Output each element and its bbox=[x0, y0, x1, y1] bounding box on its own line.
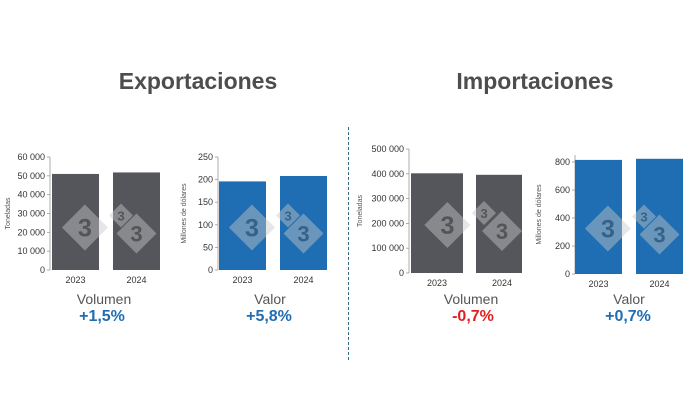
y-tick-label: 800 bbox=[555, 157, 570, 167]
chart-svg-0: 0 10 000 20 000 30 000 40 000 50 000 60 000 Ton… bbox=[5, 152, 160, 285]
svg-text:3: 3 bbox=[297, 222, 309, 247]
bar-2023 bbox=[411, 173, 463, 273]
importaciones-title: Importaciones bbox=[456, 68, 614, 94]
section-divider bbox=[348, 127, 349, 360]
svg-text:3: 3 bbox=[640, 209, 647, 224]
exportaciones-volumen-change: +1,5% bbox=[79, 308, 125, 325]
exportaciones-volumen-caption: Volumen bbox=[76, 291, 132, 307]
y-axis-label: Toneladas bbox=[5, 197, 12, 229]
importaciones-volumen-caption: Volumen bbox=[443, 291, 499, 307]
y-tick-label: 20 000 bbox=[17, 227, 45, 237]
y-axis-label: Millones de dólares bbox=[536, 184, 543, 245]
chart-svg-3: 0 200 400 600 800 Millones de dólares 2023 2024… bbox=[536, 155, 683, 289]
y-axis-label: Millones de dólares bbox=[181, 183, 188, 244]
category-label: 2024 bbox=[492, 278, 512, 288]
bar-2024 bbox=[113, 172, 160, 270]
y-tick-label: 10 000 bbox=[17, 246, 45, 256]
watermark-logo-2-1: 3 bbox=[472, 201, 496, 225]
svg-text:3: 3 bbox=[480, 206, 487, 221]
y-tick-label: 250 bbox=[198, 152, 213, 162]
y-tick-label: 0 bbox=[208, 265, 213, 275]
chart-svg-1: 0 50 100 150 200 250 Millones de dólares 2023 20… bbox=[181, 152, 327, 285]
svg-text:3: 3 bbox=[601, 216, 615, 244]
y-tick-label: 300 000 bbox=[371, 194, 404, 204]
bar-2023 bbox=[575, 159, 622, 274]
y-tick-label: 150 bbox=[198, 197, 213, 207]
y-tick-label: 40 000 bbox=[17, 190, 45, 200]
exportaciones-valor-caption: Valor bbox=[254, 291, 286, 307]
watermark-logo-1-1: 3 bbox=[276, 203, 300, 228]
y-tick-label: 200 000 bbox=[371, 218, 404, 228]
y-tick-label: 100 bbox=[198, 220, 213, 230]
svg-text:3: 3 bbox=[245, 215, 259, 243]
watermark-logo-2-2: 3 bbox=[482, 211, 522, 251]
watermark-logo-1-2: 3 bbox=[283, 213, 324, 254]
watermark-logo-3-0: 3 bbox=[584, 205, 631, 252]
importaciones-valor-caption: Valor bbox=[613, 291, 645, 307]
watermark-logo-0-0: 3 bbox=[61, 204, 108, 251]
svg-text:3: 3 bbox=[117, 208, 124, 223]
importaciones-volumen-change: -0,7% bbox=[452, 308, 494, 325]
category-label: 2023 bbox=[427, 278, 447, 288]
y-tick-label: 0 bbox=[565, 269, 570, 279]
watermark-logo-0-1: 3 bbox=[109, 203, 133, 228]
y-tick-label: 0 bbox=[40, 265, 45, 275]
exportaciones-valor-change: +5,8% bbox=[246, 308, 292, 325]
category-label: 2024 bbox=[649, 279, 669, 289]
y-tick-label: 60 000 bbox=[17, 152, 45, 162]
exportaciones-volumen-chart: 0 10 000 20 000 30 000 40 000 50 000 60 000 Ton… bbox=[0, 135, 165, 295]
bar-2023 bbox=[219, 181, 266, 270]
importaciones-volumen-chart: 0 100 000 200 000 300 000 400 000 500 000 Tone… bbox=[352, 135, 522, 295]
watermark-logo-0-2: 3 bbox=[116, 213, 157, 254]
y-tick-label: 50 000 bbox=[17, 171, 45, 181]
y-tick-label: 50 bbox=[203, 242, 213, 252]
watermark-logo-3-2: 3 bbox=[639, 214, 680, 255]
svg-text:3: 3 bbox=[653, 223, 665, 248]
watermark-logo-3-1: 3 bbox=[632, 204, 656, 229]
svg-text:3: 3 bbox=[78, 215, 92, 243]
bar-2024 bbox=[476, 174, 522, 273]
y-tick-label: 500 000 bbox=[371, 144, 404, 154]
category-label: 2023 bbox=[65, 275, 85, 285]
bar-2024 bbox=[280, 175, 327, 270]
bar-2023 bbox=[52, 173, 99, 270]
bar-2024 bbox=[636, 158, 683, 274]
exportaciones-valor-chart: 0 50 100 150 200 250 Millones de dólares 2023 20… bbox=[170, 135, 335, 295]
category-label: 2024 bbox=[126, 275, 146, 285]
y-tick-label: 200 bbox=[555, 241, 570, 251]
y-tick-label: 200 bbox=[198, 175, 213, 185]
y-tick-label: 400 000 bbox=[371, 169, 404, 179]
watermark-logo-2-0: 3 bbox=[424, 202, 471, 248]
chart-svg-2: 0 100 000 200 000 300 000 400 000 500 000 Tone… bbox=[357, 144, 522, 288]
svg-text:3: 3 bbox=[496, 219, 508, 244]
importaciones-valor-chart: 0 200 400 600 800 Millones de dólares 2023 2024… bbox=[525, 135, 695, 295]
y-tick-label: 600 bbox=[555, 185, 570, 195]
y-tick-label: 400 bbox=[555, 213, 570, 223]
svg-text:3: 3 bbox=[284, 208, 291, 223]
importaciones-valor-change: +0,7% bbox=[605, 308, 651, 325]
y-tick-label: 30 000 bbox=[17, 209, 45, 219]
exportaciones-title: Exportaciones bbox=[118, 68, 278, 94]
y-axis-label: Toneladas bbox=[357, 195, 364, 227]
svg-text:3: 3 bbox=[130, 222, 142, 247]
y-tick-label: 0 bbox=[399, 268, 404, 278]
category-label: 2024 bbox=[293, 275, 313, 285]
watermark-logo-1-0: 3 bbox=[228, 204, 275, 251]
svg-text:3: 3 bbox=[440, 212, 454, 240]
category-label: 2023 bbox=[232, 275, 252, 285]
y-tick-label: 100 000 bbox=[371, 243, 404, 253]
category-label: 2023 bbox=[588, 279, 608, 289]
